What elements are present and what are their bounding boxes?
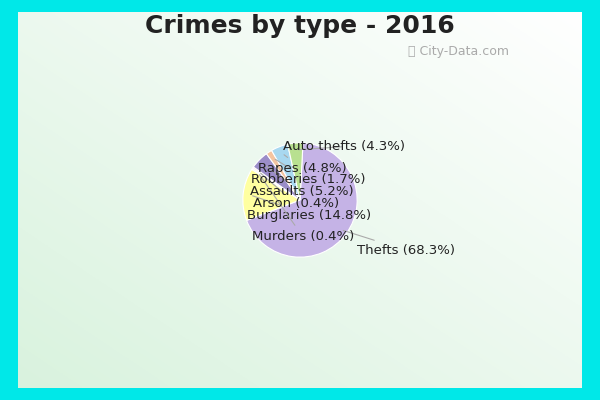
Wedge shape: [253, 167, 300, 200]
Text: Rapes (4.8%): Rapes (4.8%): [258, 155, 347, 175]
Wedge shape: [266, 150, 300, 200]
Wedge shape: [247, 143, 357, 257]
Wedge shape: [287, 143, 303, 200]
Wedge shape: [272, 144, 300, 200]
Text: ⓘ City-Data.com: ⓘ City-Data.com: [408, 46, 509, 58]
Text: Arson (0.4%): Arson (0.4%): [253, 173, 339, 210]
Wedge shape: [243, 169, 300, 220]
Text: Crimes by type - 2016: Crimes by type - 2016: [145, 14, 455, 38]
Text: Murders (0.4%): Murders (0.4%): [252, 175, 354, 243]
Wedge shape: [253, 154, 300, 200]
Text: Robberies (1.7%): Robberies (1.7%): [251, 159, 365, 186]
Text: Thefts (68.3%): Thefts (68.3%): [343, 230, 455, 257]
Wedge shape: [252, 168, 300, 200]
Text: Burglaries (14.8%): Burglaries (14.8%): [247, 196, 371, 222]
Text: Auto thefts (4.3%): Auto thefts (4.3%): [283, 140, 406, 153]
Text: Assaults (5.2%): Assaults (5.2%): [250, 166, 353, 198]
